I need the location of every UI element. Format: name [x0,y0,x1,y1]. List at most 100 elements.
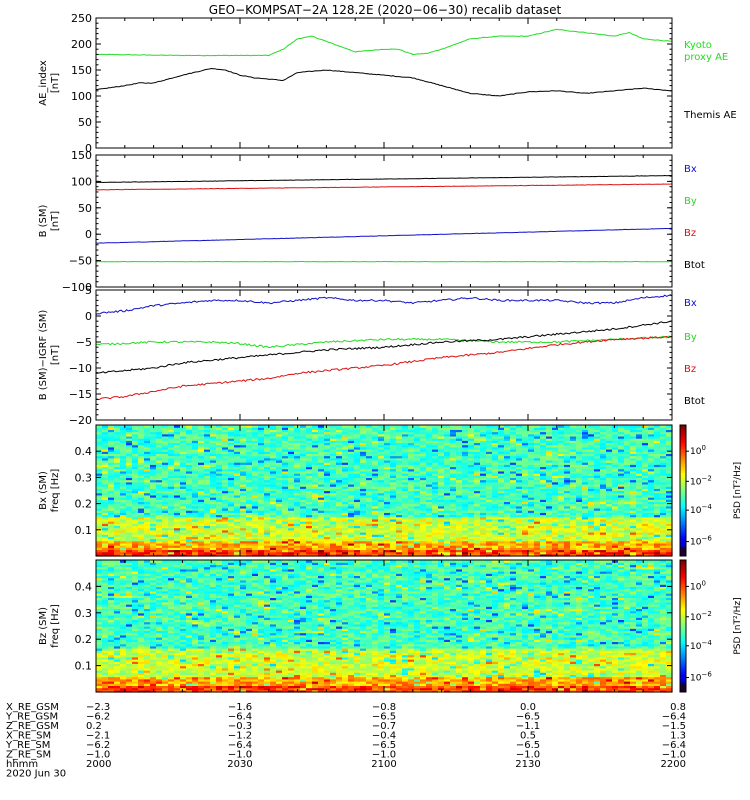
psd-cell [546,553,553,557]
psd-cell [360,435,367,439]
psd-cell [372,529,379,533]
psd-cell [534,488,541,492]
psd-cell [288,531,295,535]
psd-cell [402,429,409,433]
psd-cell [426,440,433,444]
psd-cell [108,507,115,511]
psd-cell [336,470,343,474]
psd-cell [480,433,487,437]
psd-cell [96,479,103,483]
psd-cell [252,536,259,540]
psd-cell [210,425,217,428]
psd-cell [522,475,529,478]
psd-cell [324,475,331,478]
psd-cell [378,427,385,430]
psd-cell [528,538,535,542]
psd-cell [540,435,547,439]
psd-cell [252,505,259,509]
psd-cell [510,468,517,472]
psd-cell [486,455,493,459]
psd-cell [504,455,511,459]
psd-cell [366,446,373,450]
psd-cell [204,431,211,435]
psd-cell [540,525,547,529]
psd-cell [258,553,265,557]
psd-cell [120,453,127,457]
psd-cell [96,464,103,468]
psd-cell [306,521,313,524]
psd-cell [300,479,307,483]
psd-cell [396,470,403,474]
psd-cell [138,481,145,485]
psd-cell [504,525,511,529]
psd-cell [426,433,433,437]
psd-cell [438,473,445,476]
psd-cell [168,547,175,551]
psd-cell [246,510,253,513]
psd-cell [228,438,235,441]
psd-cell [228,492,235,496]
psd-cell [426,473,433,476]
psd-cell [264,545,271,548]
psd-cell [378,553,385,557]
psd-cell [444,497,451,500]
psd-cell [180,547,187,551]
psd-cell [120,527,127,531]
psd-cell [348,536,355,540]
psd-cell [252,464,259,468]
psd-cell [534,510,541,513]
psd-cell [516,431,523,435]
psd-cell [438,446,445,450]
psd-cell [456,551,463,555]
psd-cell [366,516,373,520]
psd-cell [270,525,277,529]
psd-cell [330,435,337,439]
psd-cell [348,488,355,492]
psd-cell [396,549,403,553]
psd-cell [120,440,127,444]
psd-cell [102,440,109,444]
psd-cell [180,462,187,465]
psd-cell [312,507,319,511]
psd-cell [132,470,139,474]
psd-cell [378,536,385,540]
psd-cell [444,512,451,516]
psd-cell [120,514,127,518]
psd-cell [276,431,283,435]
psd-cell [474,477,481,481]
psd-cell [408,507,415,511]
psd-cell [126,497,133,500]
psd-cell [216,505,223,509]
psd-cell [504,536,511,540]
psd-cell [414,473,421,476]
psd-cell [270,518,277,522]
psd-cell [390,477,397,481]
psd-cell [96,501,103,505]
psd-cell [234,466,241,470]
psd-cell [330,429,337,433]
psd-cell [360,525,367,529]
psd-cell [270,435,277,439]
psd-cell [294,499,301,503]
psd-cell [324,446,331,450]
psd-cell [240,449,247,452]
psd-cell [504,542,511,546]
psd-cell [360,518,367,522]
psd-cell [102,449,109,452]
psd-cell [462,536,469,540]
psd-cell [288,473,295,476]
psd-cell [276,516,283,520]
psd-cell [354,468,361,472]
psd-cell [396,459,403,463]
psd-cell [282,549,289,553]
psd-cell [450,438,457,441]
psd-cell [552,516,559,520]
psd-cell [210,549,217,553]
psd-cell [534,435,541,439]
psd-cell [282,453,289,457]
psd-cell [288,440,295,444]
psd-cell [216,455,223,459]
psd-cell [270,438,277,441]
psd-cell [300,486,307,489]
psd-cell [462,486,469,489]
